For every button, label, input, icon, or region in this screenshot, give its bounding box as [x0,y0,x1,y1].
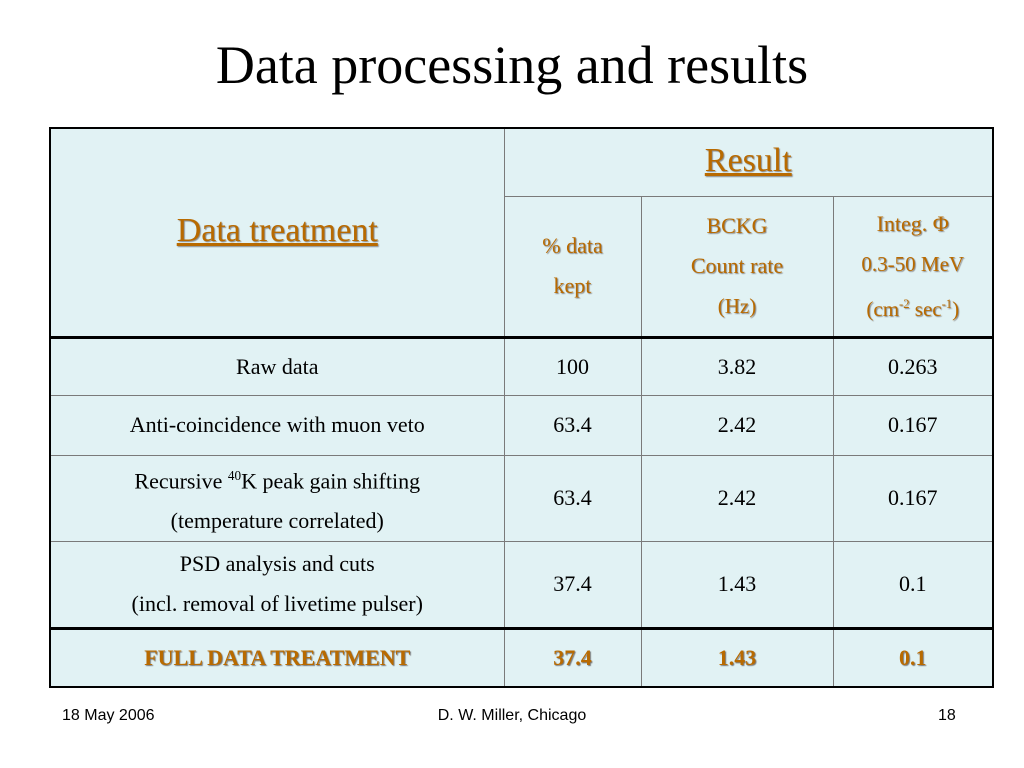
row-bckg: 1.43 [640,540,834,629]
footer-author: D. W. Miller, Chicago [437,707,587,724]
row-pct: 37.4 [503,540,642,629]
header-pct-data-kept: % data kept [503,195,642,338]
table-row: PSD analysis and cuts (incl. removal of … [49,540,994,629]
integ-line2: 0.3-50 MeV [861,251,965,276]
bckg-line2: Count rate [690,253,784,278]
table-row: Anti-coincidence with muon veto 63.4 2.4… [49,394,994,456]
footer-date: 18 May 2006 [62,707,155,724]
table-row: Raw data 100 3.82 0.263 [49,335,994,396]
row-pct: 63.4 [503,394,642,456]
bckg-line3: (Hz) [717,294,757,318]
row-label: PSD analysis and cuts (incl. removal of … [49,540,505,629]
header-data-treatment: Data treatment [49,127,505,338]
row-label: FULL DATA TREATMENT [49,626,505,688]
row-integ: 0.167 [832,454,994,542]
pct-line2: kept [553,273,592,298]
results-table: Data treatment Result % data kept BCKG C… [49,127,994,689]
header-result: Result [503,127,994,197]
integ-line3: (cm-2 sec-1) [866,296,960,321]
table-row-full-treatment: FULL DATA TREATMENT 37.4 1.43 0.1 [49,626,994,688]
footer-page-number: 18 [938,707,956,724]
bckg-line1: BCKG [706,213,768,238]
data-treatment-label: Data treatment [176,211,378,249]
slide-title: Data processing and results [215,35,809,95]
row-pct: 100 [503,335,642,396]
header-integ-phi: Integ. Φ 0.3-50 MeV (cm-2 sec-1) [832,195,994,338]
row-integ: 0.1 [832,626,994,688]
row-integ: 0.1 [832,540,994,629]
row-pct: 63.4 [503,454,642,542]
result-label: Result [704,141,792,179]
pct-line1: % data [542,233,603,258]
row-pct: 37.4 [503,626,642,688]
integ-line1: Integ. Φ [876,210,949,236]
row-label: Recursive 40K peak gain shifting (temper… [49,454,505,542]
row-bckg: 1.43 [640,626,834,688]
table-row: Recursive 40K peak gain shifting (temper… [49,454,994,542]
row-label: Anti-coincidence with muon veto [49,394,505,456]
row-integ: 0.263 [832,335,994,396]
row-integ: 0.167 [832,394,994,456]
row-bckg: 2.42 [640,394,834,456]
row-bckg: 2.42 [640,454,834,542]
row-bckg: 3.82 [640,335,834,396]
header-bckg-count-rate: BCKG Count rate (Hz) [640,195,834,338]
row-label: Raw data [49,335,505,396]
